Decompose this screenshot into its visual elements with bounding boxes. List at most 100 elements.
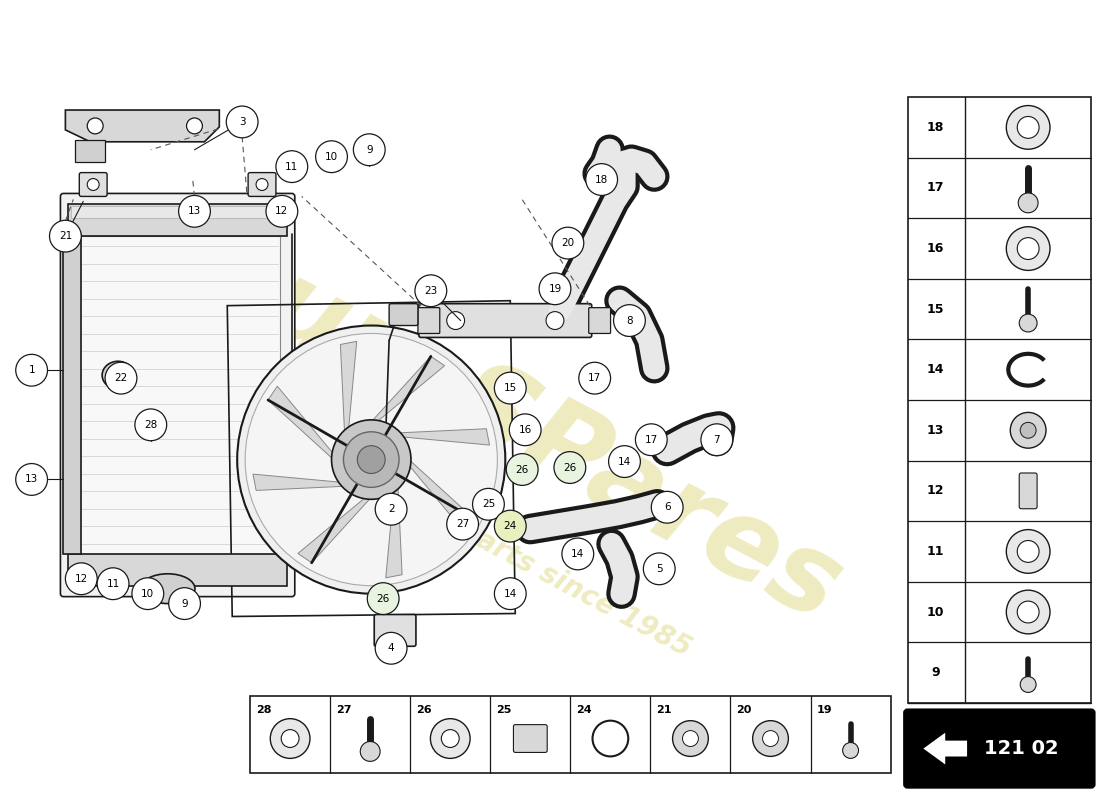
Text: 28: 28 xyxy=(144,420,157,430)
Text: 15: 15 xyxy=(504,383,517,393)
Text: 18: 18 xyxy=(595,174,608,185)
Circle shape xyxy=(473,488,504,520)
Circle shape xyxy=(752,721,789,757)
FancyBboxPatch shape xyxy=(419,304,592,338)
Circle shape xyxy=(762,730,779,746)
FancyBboxPatch shape xyxy=(1020,473,1037,509)
Text: 3: 3 xyxy=(239,117,245,127)
FancyBboxPatch shape xyxy=(904,710,1094,787)
Circle shape xyxy=(375,632,407,664)
Circle shape xyxy=(15,354,47,386)
Text: 19: 19 xyxy=(816,705,832,715)
Circle shape xyxy=(682,730,698,746)
FancyBboxPatch shape xyxy=(374,614,416,646)
Text: 14: 14 xyxy=(618,457,631,466)
Circle shape xyxy=(1020,314,1037,332)
Circle shape xyxy=(509,414,541,446)
Text: a passion for parts since 1985: a passion for parts since 1985 xyxy=(265,416,695,662)
Circle shape xyxy=(562,538,594,570)
FancyBboxPatch shape xyxy=(418,308,440,334)
Circle shape xyxy=(271,718,310,758)
Bar xyxy=(908,97,1091,703)
Polygon shape xyxy=(298,497,372,562)
Circle shape xyxy=(1010,413,1046,448)
Circle shape xyxy=(843,742,858,758)
Circle shape xyxy=(430,718,470,758)
Text: 13: 13 xyxy=(188,206,201,216)
Ellipse shape xyxy=(102,362,134,389)
Polygon shape xyxy=(386,486,403,578)
Polygon shape xyxy=(398,429,490,445)
Text: 15: 15 xyxy=(926,302,944,316)
Text: 2: 2 xyxy=(388,504,395,514)
Text: 24: 24 xyxy=(504,521,517,531)
Bar xyxy=(250,696,891,774)
Polygon shape xyxy=(340,342,356,433)
Polygon shape xyxy=(253,474,344,490)
Circle shape xyxy=(447,508,478,540)
Circle shape xyxy=(15,463,47,495)
Circle shape xyxy=(135,409,167,441)
FancyBboxPatch shape xyxy=(514,725,547,753)
Circle shape xyxy=(494,578,526,610)
Bar xyxy=(72,206,284,218)
Circle shape xyxy=(343,432,399,487)
Circle shape xyxy=(506,454,538,486)
Text: 26: 26 xyxy=(563,462,576,473)
Circle shape xyxy=(132,578,164,610)
Circle shape xyxy=(1020,677,1036,693)
Circle shape xyxy=(552,227,584,259)
Circle shape xyxy=(415,275,447,306)
FancyBboxPatch shape xyxy=(249,173,276,197)
Text: 5: 5 xyxy=(656,564,662,574)
Circle shape xyxy=(227,106,258,138)
FancyBboxPatch shape xyxy=(588,308,610,334)
Circle shape xyxy=(266,195,298,227)
Bar xyxy=(75,140,106,162)
Text: 17: 17 xyxy=(926,182,944,194)
Circle shape xyxy=(1018,117,1040,138)
Text: 18: 18 xyxy=(926,121,944,134)
Text: 19: 19 xyxy=(548,284,562,294)
Text: 16: 16 xyxy=(518,425,531,434)
Ellipse shape xyxy=(141,574,195,603)
Text: 24: 24 xyxy=(576,705,592,715)
Text: 11: 11 xyxy=(107,578,120,589)
Text: 16: 16 xyxy=(926,242,944,255)
Circle shape xyxy=(608,446,640,478)
Circle shape xyxy=(87,118,103,134)
Text: 13: 13 xyxy=(25,474,39,485)
Text: 7: 7 xyxy=(714,434,720,445)
Text: 23: 23 xyxy=(425,286,438,296)
Circle shape xyxy=(636,424,668,456)
Text: 17: 17 xyxy=(645,434,658,445)
Circle shape xyxy=(50,220,81,252)
Text: 121 02: 121 02 xyxy=(984,739,1058,758)
Text: 17: 17 xyxy=(588,373,602,383)
Circle shape xyxy=(1020,422,1036,438)
Text: 13: 13 xyxy=(926,424,944,437)
Text: 25: 25 xyxy=(496,705,512,715)
Circle shape xyxy=(106,362,136,394)
Circle shape xyxy=(651,491,683,523)
Circle shape xyxy=(87,178,99,190)
Text: 25: 25 xyxy=(482,499,495,510)
Circle shape xyxy=(367,582,399,614)
Polygon shape xyxy=(68,204,287,236)
Circle shape xyxy=(701,424,733,456)
Text: 9: 9 xyxy=(366,145,373,154)
Circle shape xyxy=(441,730,459,747)
Text: 28: 28 xyxy=(256,705,272,715)
Circle shape xyxy=(178,195,210,227)
Text: 26: 26 xyxy=(416,705,432,715)
FancyBboxPatch shape xyxy=(389,304,418,326)
Circle shape xyxy=(644,553,675,585)
Circle shape xyxy=(1006,530,1050,574)
Text: 26: 26 xyxy=(516,465,529,474)
Text: 21: 21 xyxy=(657,705,672,715)
Text: 8: 8 xyxy=(626,315,632,326)
Bar xyxy=(64,234,81,554)
Text: 10: 10 xyxy=(141,589,154,598)
Circle shape xyxy=(614,305,646,337)
Text: 4: 4 xyxy=(388,643,395,654)
